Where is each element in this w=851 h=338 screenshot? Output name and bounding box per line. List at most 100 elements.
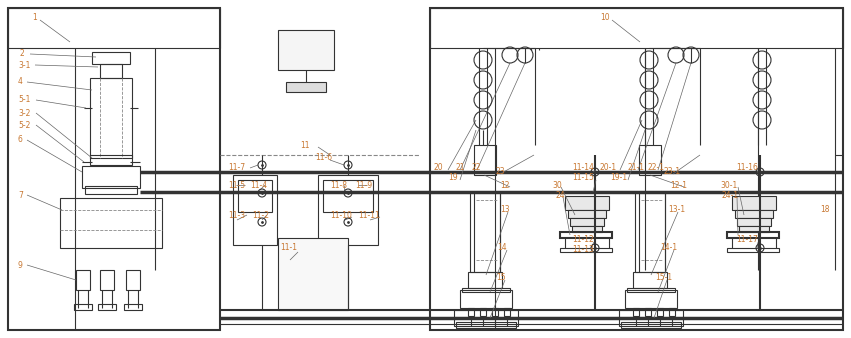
Bar — [430, 8, 843, 330]
Bar — [82, 166, 140, 188]
Bar — [568, 210, 606, 218]
Bar — [286, 82, 326, 92]
Text: 11-4: 11-4 — [250, 180, 267, 190]
Bar — [627, 288, 675, 292]
Text: 11-15: 11-15 — [572, 173, 594, 183]
Text: 12: 12 — [500, 180, 510, 190]
Text: 5-2: 5-2 — [18, 121, 31, 129]
Text: 24: 24 — [555, 191, 564, 199]
Bar — [462, 288, 510, 292]
Bar — [732, 196, 776, 210]
Text: 19-1: 19-1 — [610, 173, 627, 183]
Bar — [657, 308, 663, 316]
Bar — [126, 270, 140, 290]
Text: 15-1: 15-1 — [655, 273, 672, 283]
Text: 11-13: 11-13 — [572, 245, 594, 255]
Bar — [454, 310, 518, 326]
Text: 11-8: 11-8 — [330, 180, 347, 190]
Text: 18: 18 — [820, 206, 830, 215]
Text: 6: 6 — [18, 136, 23, 145]
Bar — [727, 232, 779, 238]
Bar — [572, 226, 602, 232]
Bar — [739, 226, 769, 232]
Bar — [460, 290, 512, 308]
Bar — [8, 8, 220, 48]
Bar — [625, 290, 677, 308]
Bar — [76, 270, 90, 290]
Text: 23-1: 23-1 — [663, 168, 680, 176]
Bar — [430, 8, 843, 48]
Text: 11-9: 11-9 — [355, 180, 372, 190]
Text: 20: 20 — [434, 164, 443, 172]
Bar — [470, 192, 500, 272]
Text: 1: 1 — [32, 14, 37, 23]
Bar — [633, 272, 667, 288]
Text: 11-16: 11-16 — [736, 164, 758, 172]
Text: 30: 30 — [552, 180, 562, 190]
Text: 9: 9 — [18, 261, 23, 269]
Bar — [645, 308, 651, 316]
Text: 4: 4 — [18, 77, 23, 87]
Text: 11-1: 11-1 — [280, 243, 297, 252]
Bar — [90, 155, 132, 165]
Text: 11-3: 11-3 — [228, 211, 245, 219]
Text: 20-1: 20-1 — [600, 164, 617, 172]
Text: 11-2: 11-2 — [252, 211, 269, 219]
Bar — [735, 210, 773, 218]
Bar — [92, 52, 130, 64]
Text: 5-1: 5-1 — [18, 96, 31, 104]
Bar — [8, 8, 220, 330]
Bar — [233, 175, 277, 245]
Text: 11-6: 11-6 — [315, 153, 332, 163]
Bar — [60, 198, 162, 248]
Text: 10: 10 — [600, 14, 609, 23]
Text: 21: 21 — [455, 164, 465, 172]
Bar — [318, 175, 378, 245]
Text: 11-11: 11-11 — [358, 211, 380, 219]
Text: 30-1: 30-1 — [720, 180, 737, 190]
Bar — [727, 248, 779, 252]
Bar — [238, 180, 272, 212]
Bar — [639, 145, 661, 175]
Bar — [669, 308, 675, 316]
Bar — [468, 308, 474, 316]
Bar — [633, 308, 639, 316]
Bar — [621, 322, 681, 328]
Bar — [323, 180, 373, 212]
Text: 14: 14 — [497, 243, 506, 252]
Bar — [85, 186, 137, 194]
Bar — [74, 304, 92, 310]
Text: 11-10: 11-10 — [330, 211, 351, 219]
Bar — [560, 248, 612, 252]
Bar — [278, 30, 334, 70]
Bar — [456, 322, 516, 328]
Text: 11-5: 11-5 — [228, 180, 245, 190]
Bar — [124, 304, 142, 310]
Text: 11-17: 11-17 — [736, 236, 758, 244]
Bar — [560, 232, 612, 238]
Text: 11-14: 11-14 — [572, 164, 594, 172]
Text: 2: 2 — [20, 49, 25, 58]
Bar — [100, 270, 114, 290]
Bar — [635, 192, 665, 272]
Text: 14-1: 14-1 — [660, 243, 677, 252]
Text: 3-1: 3-1 — [18, 61, 31, 70]
Bar — [100, 64, 122, 78]
Text: 3-2: 3-2 — [18, 108, 31, 118]
Bar — [492, 308, 498, 316]
Text: 11-12: 11-12 — [572, 236, 594, 244]
Bar — [90, 78, 132, 158]
Text: 12-1: 12-1 — [670, 180, 687, 190]
Bar — [565, 196, 609, 210]
Text: 15: 15 — [496, 273, 505, 283]
Bar — [474, 145, 496, 175]
Bar — [468, 272, 502, 288]
Bar — [480, 308, 486, 316]
Text: 11: 11 — [300, 141, 310, 149]
Text: 23: 23 — [495, 168, 505, 176]
Text: 13: 13 — [500, 206, 510, 215]
Text: 11-7: 11-7 — [228, 164, 245, 172]
Text: 22-1: 22-1 — [648, 164, 665, 172]
Bar — [619, 310, 683, 326]
Bar — [504, 308, 510, 316]
